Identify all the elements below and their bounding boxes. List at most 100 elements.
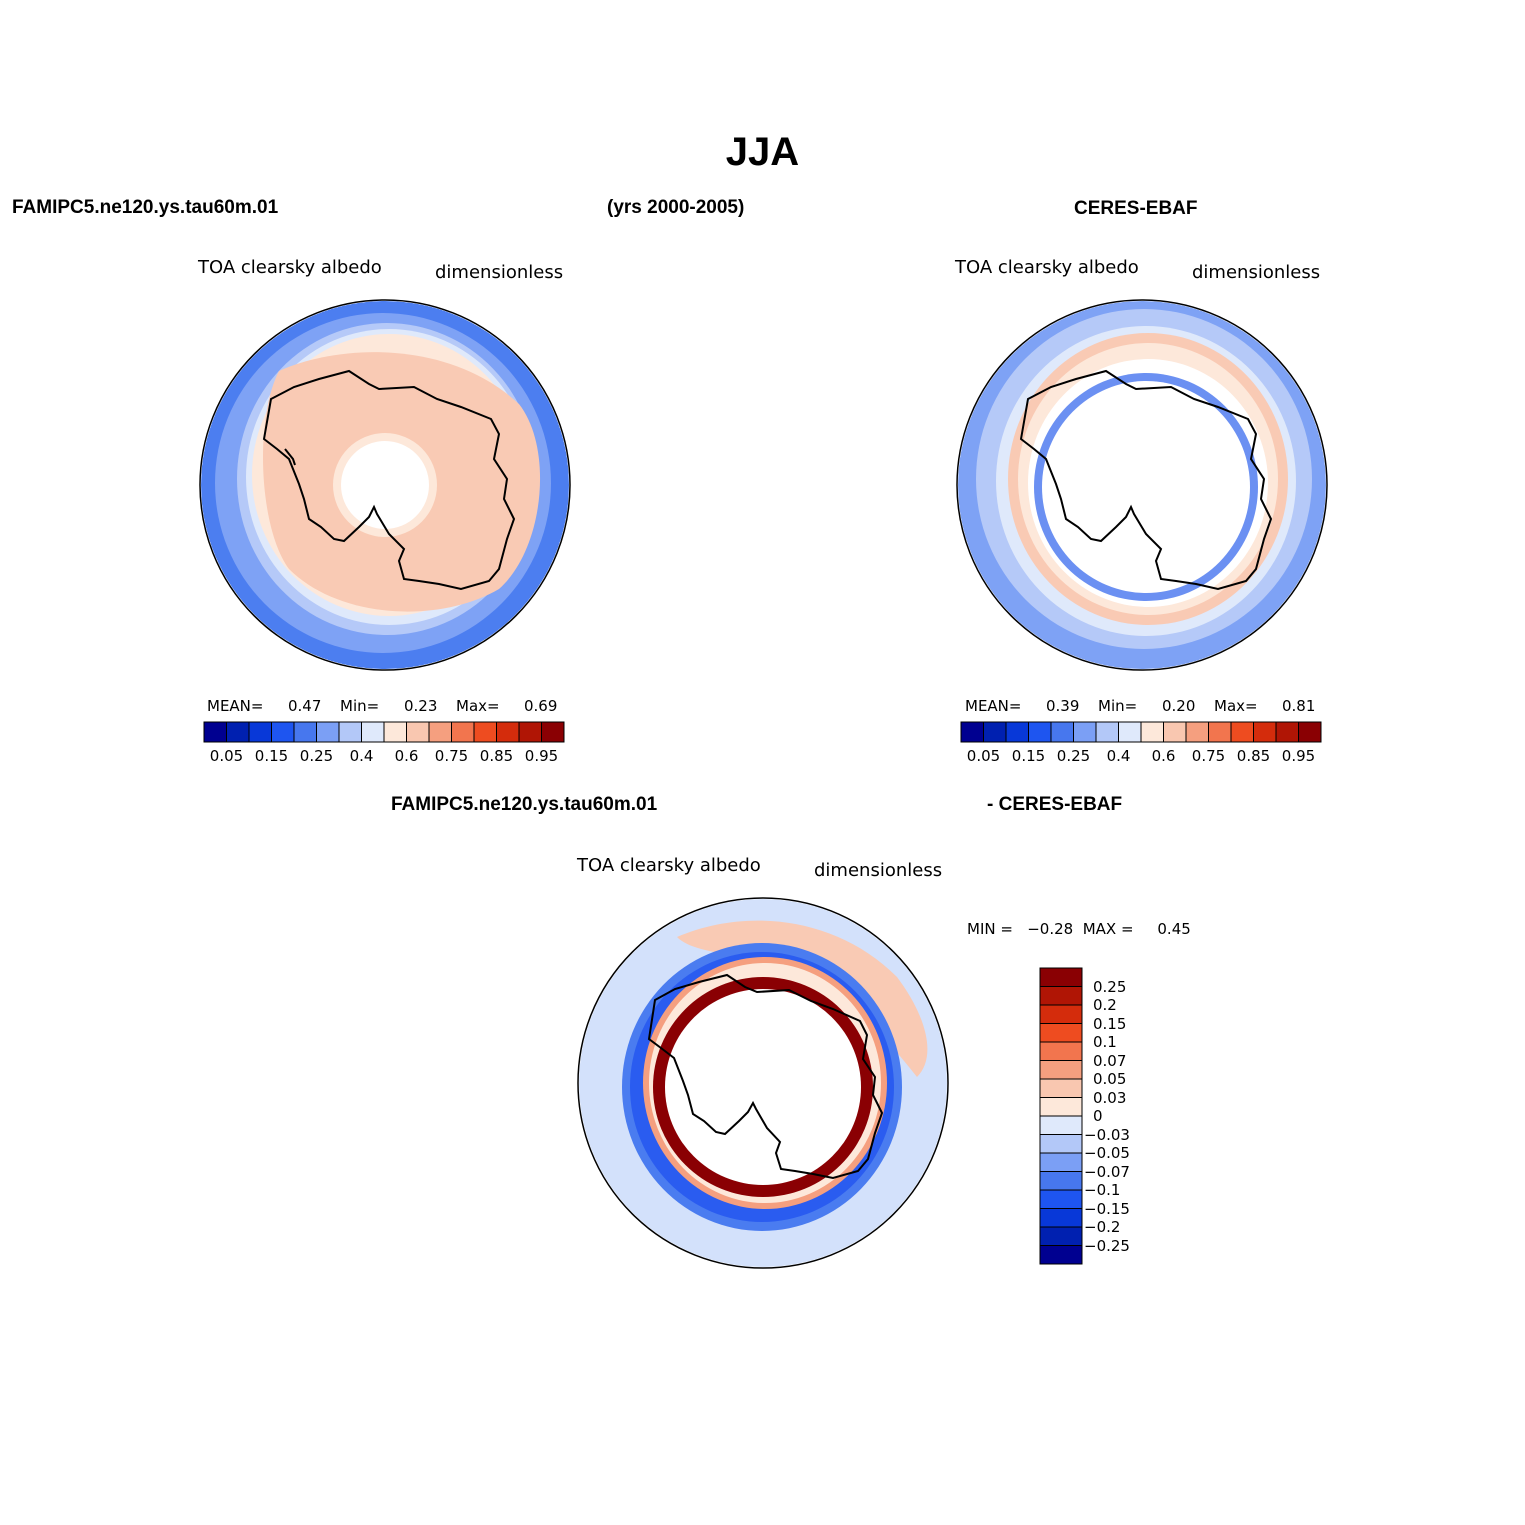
diff-model-header: FAMIPC5.ne120.ys.tau60m.01 [391,794,658,815]
diff-colorbar-tick-label: 0.25 [1093,977,1127,996]
model-case-header: FAMIPC5.ne120.ys.tau60m.01 [12,197,279,218]
colorbar-swatch [1028,721,1052,743]
colorbar-swatch [248,721,272,743]
diff-colorbar-swatch [1039,1134,1083,1154]
diff-colorbar-swatch [1039,1060,1083,1080]
diff-colorbar-tick-label: −0.25 [1084,1236,1130,1255]
colorbar-swatch [1073,721,1097,743]
diff-colorbar-swatch [1039,1152,1083,1172]
colorbar-swatch [1095,721,1119,743]
diff-colorbar-swatch [1039,1041,1083,1061]
diff-colorbar-tick-label: 0.2 [1093,996,1117,1014]
colorbar-swatch [496,721,520,743]
colorbar-swatch [473,721,497,743]
colorbar-swatch [518,721,542,743]
diff-variable-label: TOA clearsky albedo [577,855,761,876]
diff-colorbar-swatch [1039,1023,1083,1043]
colorbar-tick-label: 0.95 [1281,747,1316,765]
obs-header: CERES-EBAF [1074,198,1198,219]
diff-colorbar-swatch [1039,986,1083,1006]
diff-colorbar-tick-label: 0.15 [1093,1014,1127,1033]
diff-colorbar-tick-label: −0.07 [1084,1162,1130,1181]
difference-polar-map [577,897,949,1269]
model-min-value: 0.23 [404,697,438,715]
colorbar-swatch [1275,721,1299,743]
model-polar-map [199,299,571,671]
model-mean-value: 0.47 [288,697,322,715]
colorbar-tick-label: 0.6 [394,747,419,765]
colorbar-swatch [203,721,227,743]
colorbar-tick-label: 0.05 [209,747,244,765]
colorbar-tick-label: 0.15 [1011,747,1046,765]
colorbar-swatch [1118,721,1142,743]
colorbar-swatch [451,721,475,743]
diff-colorbar-swatch [1039,967,1083,987]
colorbar-swatch [293,721,317,743]
diff-colorbar-swatch [1039,1208,1083,1228]
colorbar-swatch [406,721,430,743]
model-max-label: Max= [456,697,500,715]
colorbar-swatch [361,721,385,743]
model-units-label: dimensionless [435,262,564,283]
colorbar-swatch [1005,721,1029,743]
colorbar-swatch [271,721,295,743]
colorbar-tick-label: 0.85 [1236,747,1271,765]
colorbar-tick-label: 0.15 [254,747,289,765]
colorbar-swatch [428,721,452,743]
diff-colorbar-tick-label: −0.05 [1084,1144,1130,1162]
diff-colorbar-tick-label: 0.07 [1093,1051,1127,1070]
colorbar-tick-label: 0.95 [524,747,559,765]
obs-units-label: dimensionless [1192,262,1321,283]
colorbar-swatch [1230,721,1254,743]
diff-units-label: dimensionless [814,860,943,881]
diff-colorbar-swatch [1039,1171,1083,1191]
diff-colorbar-tick-label: −0.03 [1084,1125,1130,1144]
model-colorbar [203,721,565,743]
colorbar-swatch [1163,721,1187,743]
colorbar-tick-label: 0.6 [1151,747,1176,765]
colorbar-tick-label: 0.4 [349,747,374,765]
colorbar-swatch [1298,721,1322,743]
colorbar-tick-label: 0.25 [299,747,334,765]
colorbar-tick-label: 0.85 [479,747,514,765]
diff-colorbar-swatch [1039,1189,1083,1209]
colorbar-swatch [960,721,984,743]
model-max-value: 0.69 [524,697,558,715]
colorbar-swatch [1208,721,1232,743]
model-variable-label: TOA clearsky albedo [198,257,382,278]
obs-colorbar [960,721,1322,743]
figure-title: JJA [725,130,800,174]
colorbar-swatch [1050,721,1074,743]
diff-colorbar-swatch [1039,1115,1083,1135]
diff-colorbar-tick-label: 0 [1093,1107,1103,1125]
colorbar-tick-label: 0.4 [1106,747,1131,765]
diff-colorbar-swatch [1039,1078,1083,1098]
colorbar-swatch [226,721,250,743]
diff-colorbar-ticks: 0.25 0.2 0.15 0.1 0.07 0.05 0.03 0 −0.03 −0.05 −0.… [1084,968,1170,1264]
colorbar-tick-label: 0.25 [1056,747,1091,765]
diff-colorbar [1039,967,1083,1265]
diff-colorbar-tick-label: 0.03 [1093,1088,1127,1107]
obs-min-label: Min= [1098,697,1138,715]
model-mean-label: MEAN= [207,697,264,715]
obs-min-value: 0.20 [1162,697,1196,715]
obs-max-label: Max= [1214,697,1258,715]
colorbar-tick-label: 0.75 [1191,747,1226,765]
colorbar-swatch [316,721,340,743]
colorbar-tick-label: 0.05 [966,747,1001,765]
years-header: (yrs 2000-2005) [607,197,745,218]
obs-colorbar-ticks: 0.05 0.15 0.25 0.4 0.6 0.75 0.85 0.95 [961,747,1321,767]
colorbar-swatch [1140,721,1164,743]
diff-colorbar-swatch [1039,1245,1083,1265]
colorbar-tick-label: 0.75 [434,747,469,765]
colorbar-swatch [983,721,1007,743]
obs-variable-label: TOA clearsky albedo [955,257,1139,278]
diff-colorbar-swatch [1039,1004,1083,1024]
obs-max-value: 0.81 [1282,697,1316,715]
diff-colorbar-tick-label: 0.05 [1093,1070,1127,1088]
model-min-label: Min= [340,697,380,715]
diff-obs-header: - CERES-EBAF [987,794,1123,815]
obs-mean-value: 0.39 [1046,697,1080,715]
model-colorbar-ticks: 0.05 0.15 0.25 0.4 0.6 0.75 0.85 0.95 [204,747,564,767]
diff-colorbar-swatch [1039,1226,1083,1246]
